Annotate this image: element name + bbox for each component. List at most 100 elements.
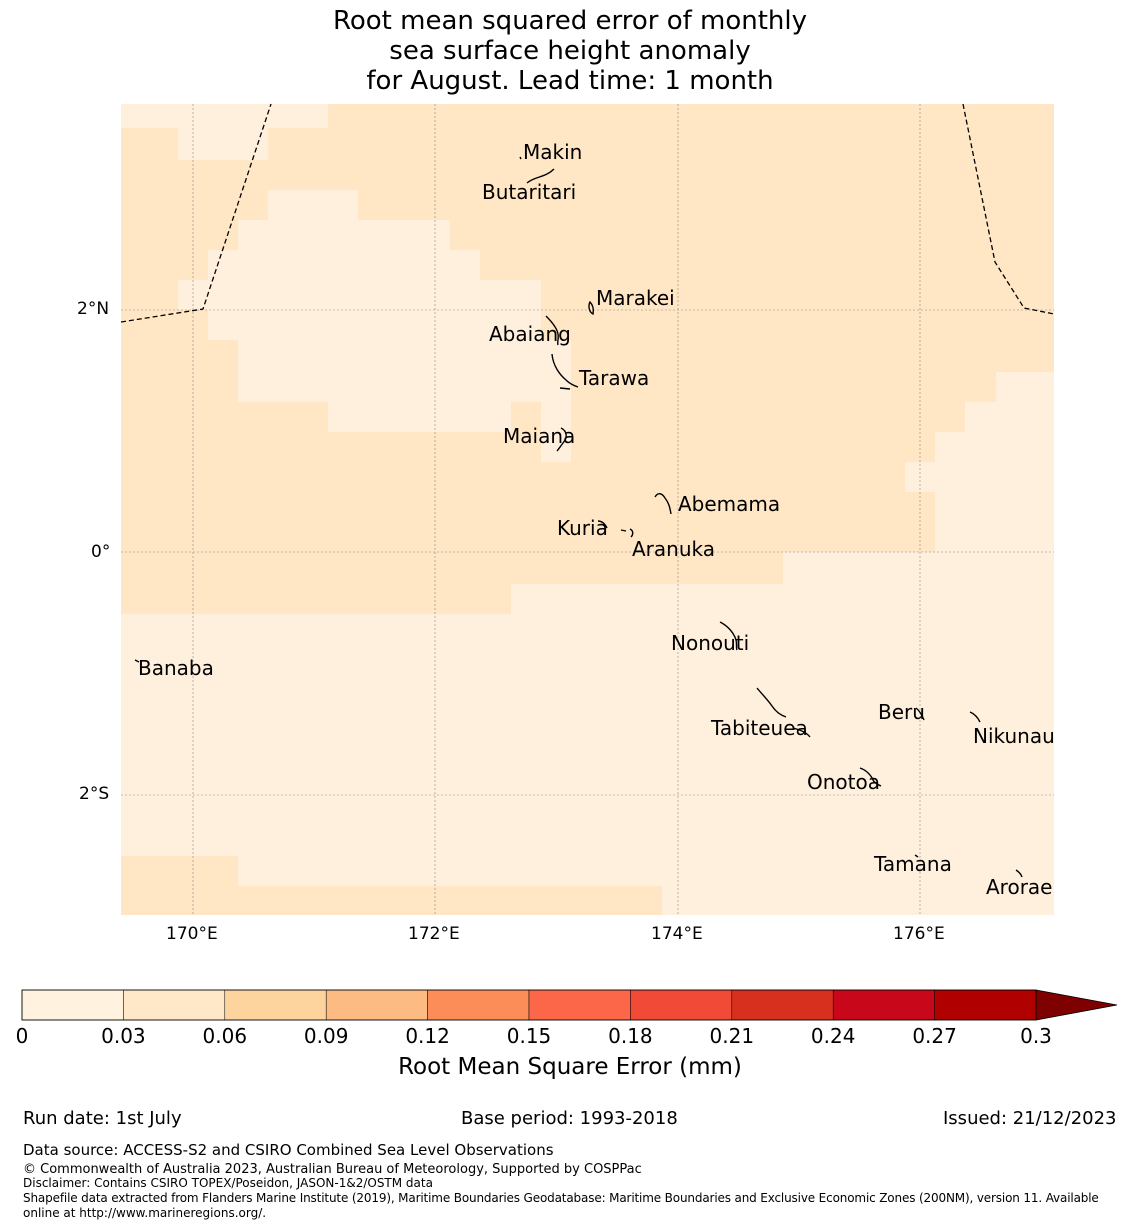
title-line-1: Root mean squared error of monthly [332,6,808,36]
place-label-tamana: Tamana [874,852,952,876]
place-label-butaritari: Butaritari [482,180,577,204]
lon-tick-176e: 176°E [893,924,945,944]
colorbar-tick: 0.24 [810,1024,856,1048]
place-label-tarawa: Tarawa [579,366,650,390]
field-cell-low [238,856,1054,886]
colorbar-label: Root Mean Square Error (mm) [398,1054,742,1080]
shapefile-credit-line-2: online at http://www.marineregions.org/. [23,1206,267,1220]
eez-boundary-east [962,103,1055,315]
place-label-kuria: Kuria [557,516,608,540]
place-label-maiana: Maiana [503,424,576,448]
field-cell-low [178,128,268,160]
colorbar-tick: 0.12 [405,1024,450,1048]
place-label-tabiteuea: Tabiteuea [711,716,808,740]
colorbar-segment [731,989,834,1021]
colorbar-tick: 0.27 [912,1024,957,1048]
place-label-banaba: Banaba [138,656,214,680]
colorbar-tick: 0.18 [608,1024,653,1048]
island-butaritari-outline [526,168,555,184]
rmse-field [121,104,1054,915]
place-label-onotoa: Onotoa [807,770,880,794]
colorbar-tick: 0.09 [303,1024,349,1048]
field-cell-low [268,190,358,220]
field-cell-low [121,614,1054,856]
colorbar-segment [630,989,733,1021]
colorbar-tick: 0.15 [506,1024,552,1048]
colorbar-segment [325,989,428,1021]
title-line-2: sea surface height anomaly [389,36,751,66]
island-aranuka-outline [620,528,634,538]
island-abaiang-outline [545,315,559,346]
colorbar [21,989,1118,1021]
copyright-notice: © Commonwealth of Australia 2023, Austra… [23,1162,642,1177]
field-cell-low [935,432,1054,462]
field-cell-low [905,462,1054,492]
island-banaba-outline [134,659,140,663]
field-cell-low [965,402,1054,432]
eez-boundary-west [120,103,272,323]
place-label-abemama: Abemama [678,492,781,516]
lon-tick-170e: 170°E [166,924,218,944]
disclaimer: Disclaimer: Contains CSIRO TOPEX/Poseido… [23,1176,433,1190]
field-cell-low [328,402,511,432]
title-line-3: for August. Lead time: 1 month [366,66,774,96]
place-label-makin: Makin [523,140,583,164]
lat-tick-2n: 2°N [77,299,110,319]
place-label-marakei: Marakei [596,286,675,310]
island-marakei-outline [588,300,594,316]
island-kuria-outline [597,520,608,529]
colorbar-segment [21,989,124,1021]
field-cell-low [178,280,541,310]
place-label-nikunau: Nikunau [973,724,1055,748]
island-maiana-outline [556,427,567,452]
colorbar-segment [224,989,327,1021]
island-tamana-outline [914,854,919,858]
field-cell-low [996,372,1054,402]
map-title: Root mean squared error of monthly sea s… [0,6,1140,96]
field-cell-low [121,104,328,128]
field-cell-low [662,886,1054,915]
colorbar-frame [21,989,1037,1021]
colorbar-segment [123,989,226,1021]
colorbar-segments [21,989,1037,1021]
colorbar-tick: 0.06 [202,1024,248,1048]
maritime-boundaries [120,103,1055,323]
island-outlines [134,156,1023,878]
place-label-abaiang: Abaiang [489,322,571,346]
lon-tick-174e: 174°E [651,924,703,944]
island-onotoa-outline [859,767,882,787]
graticule [121,104,1054,915]
colorbar-tick: 0.21 [709,1024,755,1048]
place-label-nonouti: Nonouti [671,631,750,655]
island-nonouti-outline [719,621,738,651]
lat-tick-0: 0° [91,542,111,562]
run-date: Run date: 1st July [23,1108,182,1129]
island-nikunau-outline [969,711,981,723]
base-period: Base period: 1993-2018 [461,1108,678,1129]
colorbar-segment [427,989,530,1021]
field-cell-low [208,250,480,280]
field-cell-low [238,220,450,250]
lon-tick-172e: 172°E [408,924,460,944]
island-beru-outline [915,707,925,721]
colorbar-tick: 0.3 [1020,1024,1052,1048]
colorbar-segment [832,989,935,1021]
field-cell-low [511,584,1054,614]
field-cell-low [783,552,1054,584]
field-cell-low [935,492,1054,552]
island-makin-outline [519,156,522,160]
data-source: Data source: ACCESS-S2 and CSIRO Combine… [23,1141,554,1159]
field-cell-low [238,340,571,402]
island-tarawa-outline [551,353,579,390]
island-tabiteuea-outline [756,687,811,738]
colorbar-tick: 0 [15,1024,29,1048]
island-abemama-outline [654,493,672,515]
colorbar-tick: 0.03 [101,1024,146,1048]
field-cell-low [208,310,541,340]
colorbar-extend-arrow [1035,989,1118,1021]
issued-date: Issued: 21/12/2023 [943,1108,1117,1129]
colorbar-segment [934,989,1037,1021]
place-label-beru: Beru [878,700,925,724]
place-label-aranuka: Aranuka [632,537,715,561]
